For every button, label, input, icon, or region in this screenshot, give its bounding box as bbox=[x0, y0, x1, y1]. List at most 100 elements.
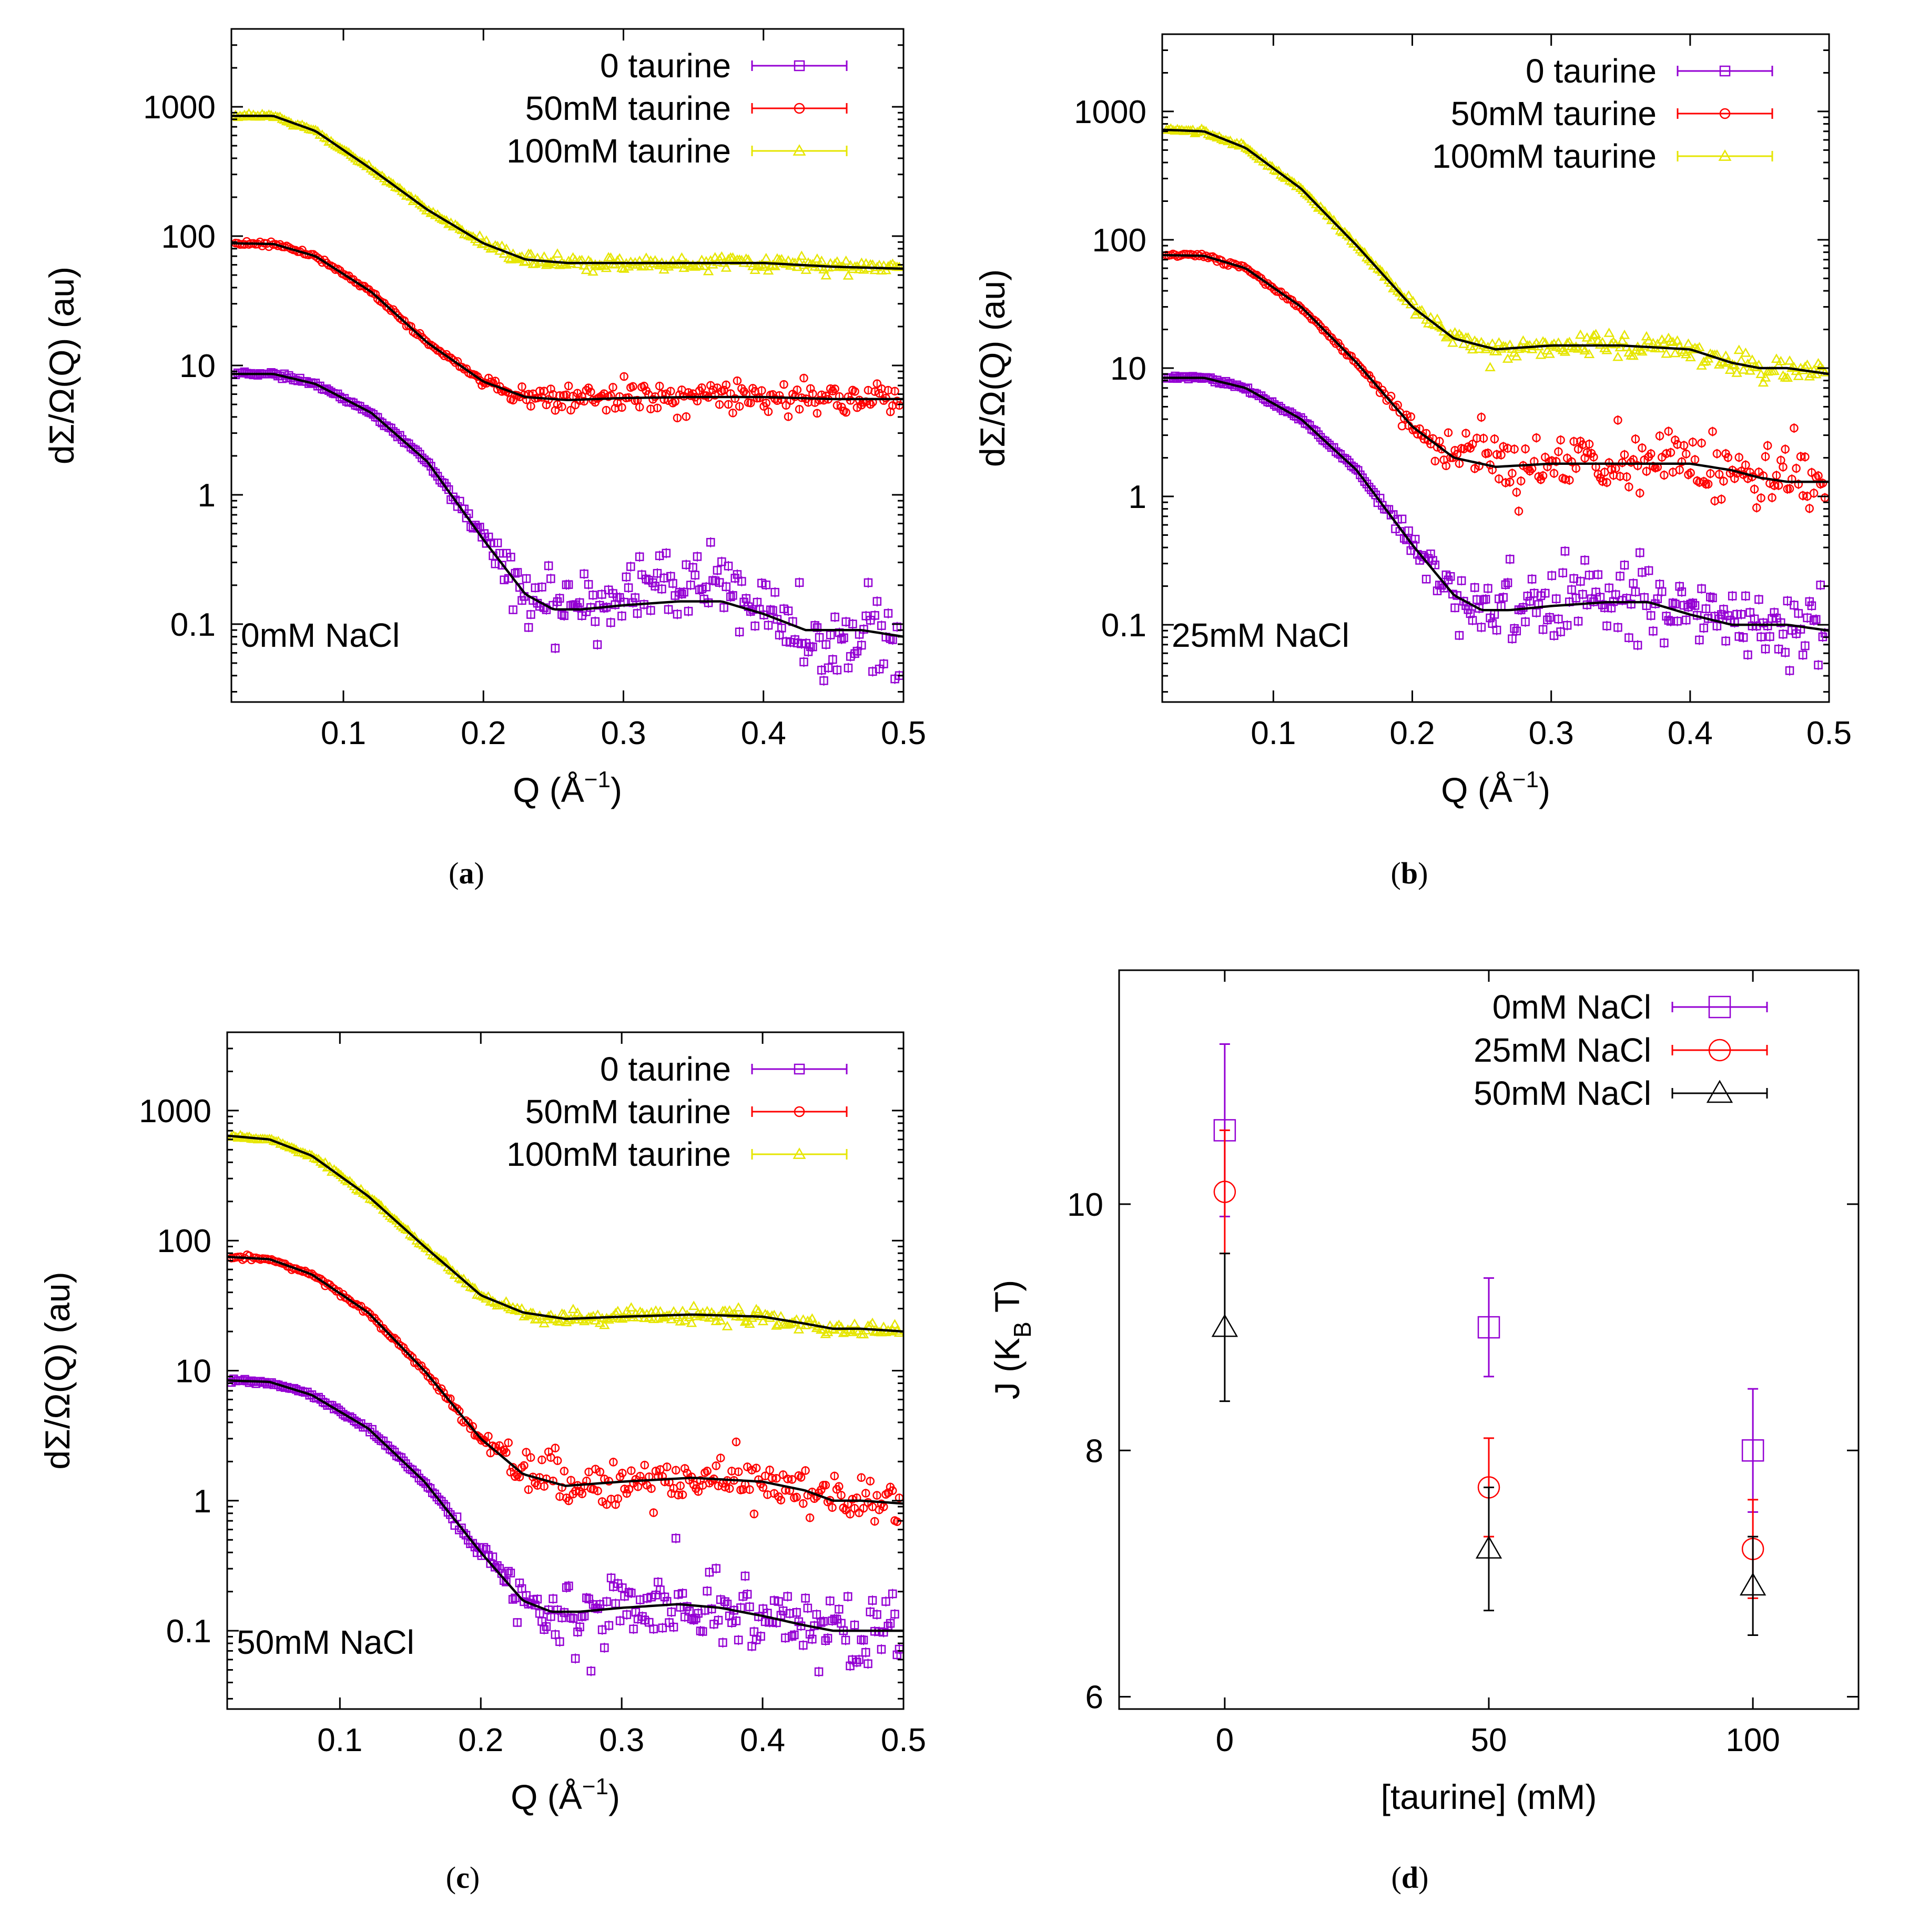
data-point bbox=[1798, 650, 1808, 659]
data-point bbox=[892, 622, 902, 632]
data-point bbox=[419, 1477, 428, 1487]
data-point bbox=[795, 578, 804, 587]
data-point bbox=[787, 1475, 797, 1484]
data-point bbox=[1481, 595, 1490, 604]
data-point bbox=[1392, 285, 1403, 295]
data-point bbox=[811, 1323, 823, 1333]
data-point bbox=[659, 573, 668, 583]
data-point bbox=[803, 1603, 813, 1613]
y-axis-label-b: dΣ/Ω(Q) (au) bbox=[973, 269, 1012, 467]
data-point bbox=[692, 1614, 700, 1623]
data-point bbox=[1560, 546, 1570, 556]
data-point bbox=[657, 584, 666, 594]
data-point bbox=[604, 1621, 614, 1630]
data-point bbox=[702, 391, 711, 400]
x-tick-label: 0.2 bbox=[1389, 715, 1435, 751]
data-point bbox=[812, 1610, 821, 1619]
data-point bbox=[861, 1648, 870, 1657]
data-point bbox=[1729, 360, 1740, 370]
x-label-sup: −1 bbox=[1512, 767, 1539, 792]
data-point bbox=[888, 1486, 897, 1495]
data-point bbox=[674, 1590, 683, 1599]
data-point bbox=[686, 1317, 697, 1327]
data-point bbox=[517, 382, 526, 391]
data-point bbox=[1666, 617, 1676, 626]
data-point bbox=[881, 1597, 890, 1606]
data-point bbox=[1646, 611, 1656, 620]
data-point bbox=[1485, 362, 1496, 372]
data-point bbox=[761, 399, 771, 408]
y-tick-label: 0.1 bbox=[166, 1613, 211, 1650]
x-tick-label: 0.2 bbox=[458, 1722, 503, 1758]
data-point bbox=[1590, 329, 1601, 339]
data-point bbox=[1735, 355, 1747, 365]
x-tick-label: 0.4 bbox=[740, 1722, 785, 1758]
data-point bbox=[1557, 344, 1568, 354]
data-point bbox=[1347, 352, 1356, 361]
data-point bbox=[684, 1311, 695, 1321]
x-tick-label: 0.2 bbox=[461, 715, 506, 751]
data-point bbox=[892, 1517, 901, 1526]
panel-d: 0 50 100 6 8 10 [taurine] (mM) J (KB T) 0mM NaCl… bbox=[988, 969, 1860, 1895]
data-point bbox=[1633, 461, 1642, 470]
data-point bbox=[1619, 329, 1630, 339]
data-point bbox=[423, 1483, 433, 1492]
x-axis-label-c: Q (Å−1) bbox=[511, 1774, 620, 1816]
x-label-sup: −1 bbox=[582, 1774, 608, 1799]
data-point bbox=[1779, 462, 1788, 472]
data-point bbox=[606, 1573, 616, 1582]
data-point bbox=[1494, 337, 1505, 347]
data-point bbox=[655, 551, 664, 561]
data-point bbox=[1770, 608, 1779, 617]
data-point bbox=[840, 255, 851, 265]
data-point bbox=[757, 578, 766, 588]
data-point bbox=[1768, 493, 1776, 502]
data-point bbox=[820, 270, 831, 280]
data-point bbox=[581, 265, 592, 274]
data-point bbox=[435, 347, 444, 355]
data-point bbox=[1755, 369, 1766, 378]
data-point bbox=[710, 391, 719, 400]
data-point bbox=[1250, 389, 1259, 398]
data-point bbox=[588, 1484, 598, 1494]
data-point bbox=[799, 373, 808, 383]
data-point bbox=[684, 607, 693, 616]
y-axis-label-c: dΣ/Ω(Q) (au) bbox=[38, 1272, 77, 1469]
data-point bbox=[439, 1500, 448, 1509]
data-point bbox=[795, 405, 804, 414]
data-point bbox=[600, 1643, 609, 1652]
data-point bbox=[662, 548, 671, 558]
data-point bbox=[837, 635, 846, 644]
data-point bbox=[1287, 409, 1296, 418]
data-point bbox=[484, 1431, 493, 1441]
data-point bbox=[720, 262, 732, 272]
data-point bbox=[1672, 335, 1683, 345]
data-point bbox=[434, 1495, 444, 1504]
data-point bbox=[688, 1300, 699, 1310]
data-point bbox=[893, 261, 903, 271]
data-point bbox=[1675, 465, 1684, 474]
data-point bbox=[613, 1494, 623, 1503]
data-point bbox=[830, 613, 839, 622]
data-point bbox=[848, 1655, 857, 1664]
data-point bbox=[677, 589, 686, 598]
data-point bbox=[343, 1294, 352, 1303]
data-point bbox=[499, 1445, 509, 1455]
x-axis-label-b: Q (Å−1) bbox=[1441, 767, 1550, 809]
data-point bbox=[1671, 599, 1680, 608]
data-point bbox=[777, 624, 786, 633]
data-point bbox=[1677, 587, 1687, 596]
data-point bbox=[814, 1667, 824, 1676]
legend-label: 0 taurine bbox=[1526, 52, 1657, 90]
data-point bbox=[782, 1319, 793, 1329]
data-point bbox=[429, 1250, 440, 1260]
data-point bbox=[649, 1624, 658, 1633]
data-point bbox=[573, 603, 582, 612]
data-point bbox=[1549, 469, 1559, 478]
data-point bbox=[417, 1361, 426, 1370]
data-point bbox=[1665, 335, 1677, 345]
data-point bbox=[799, 1499, 808, 1508]
data-point bbox=[1734, 632, 1744, 641]
legend-label: 100mM taurine bbox=[506, 132, 731, 170]
data-point bbox=[580, 570, 588, 578]
